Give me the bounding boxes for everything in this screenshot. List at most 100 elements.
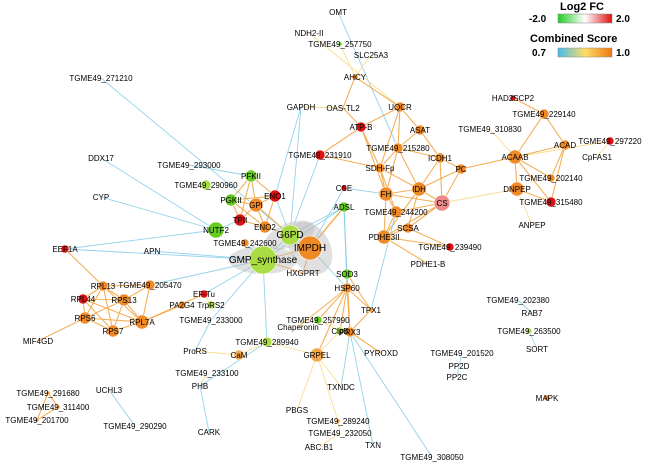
node-T202140[interactable] (546, 173, 556, 183)
node-RPL44[interactable] (77, 293, 89, 305)
node-T242600[interactable] (240, 238, 250, 248)
node-label-IDH: IDH (412, 185, 426, 194)
node-IMPDH[interactable] (297, 235, 323, 261)
node-label-SOD3: SOD3 (336, 270, 358, 279)
node-T205470[interactable] (144, 279, 156, 291)
node-label-T271210: TGME49_271210 (69, 74, 133, 83)
edge-GAPDH-G6PD (289, 106, 302, 236)
node-CaM[interactable] (233, 349, 245, 361)
edge-T271210-G6PD (100, 77, 291, 236)
node-ENO1[interactable] (268, 189, 282, 203)
edge-T291680-T311400 (47, 392, 59, 408)
edge-GMPS-ADSL (262, 206, 345, 261)
node-CS[interactable] (433, 194, 451, 212)
node-RPL13[interactable] (97, 280, 109, 292)
node-T229140[interactable] (538, 108, 550, 120)
node-label-ANPEP: ANPEP (518, 221, 545, 230)
node-label-ADSL: ADSL (334, 203, 355, 212)
node-SDHFp[interactable] (374, 162, 386, 174)
node-T257990[interactable] (313, 315, 323, 325)
edge-DDX17-NUTF2 (100, 157, 217, 231)
node-IDH[interactable] (411, 181, 427, 197)
node-AHCY[interactable] (351, 73, 359, 81)
node-PRX3[interactable] (344, 326, 356, 338)
node-label-SLC25A3: SLC25A3 (354, 51, 389, 60)
node-ACAAB[interactable] (507, 149, 523, 165)
node-label-G6PD: G6PD (276, 230, 303, 241)
node-ClpB[interactable] (335, 326, 345, 336)
node-label-ASAT: ASAT (410, 126, 430, 135)
node-T315480[interactable] (545, 196, 557, 208)
node-label-OMT: OMT (329, 8, 347, 17)
node-SOD3[interactable] (341, 268, 353, 280)
node-label-ACAD: ACAD (554, 141, 576, 150)
edge-GAPDH-OASTL2 (300, 106, 344, 109)
edge-GAPDH-ENO1 (274, 106, 302, 197)
node-NUTF2[interactable] (207, 221, 225, 239)
node-label-PHB: PHB (192, 382, 208, 391)
node-label-RPS7: RPS7 (103, 327, 124, 336)
node-DNPEP[interactable] (509, 181, 525, 197)
node-T239490[interactable] (445, 242, 455, 252)
node-CSE[interactable] (340, 184, 348, 192)
node-RPS7[interactable] (106, 324, 120, 338)
node-ADSL[interactable] (338, 201, 350, 213)
node-ICDH1[interactable] (434, 152, 446, 164)
node-T290960[interactable] (200, 179, 212, 191)
node-PFKII[interactable] (244, 169, 258, 183)
node-PC[interactable] (455, 163, 467, 175)
node-RPL7A[interactable] (134, 314, 150, 330)
edge-RPL44-RPL7A (82, 298, 143, 323)
edge-AHCY-OASTL2 (342, 76, 356, 109)
node-T297220[interactable] (605, 136, 615, 146)
node-G6PD[interactable] (279, 224, 301, 246)
node-T201700[interactable] (34, 417, 40, 423)
node-ENO2[interactable] (258, 220, 272, 234)
node-T289240[interactable] (335, 418, 341, 424)
node-T257750[interactable] (337, 41, 343, 47)
node-PGKII[interactable] (224, 193, 238, 207)
legend-log2fc: Log2 FC -2.0 2.0 (529, 1, 630, 25)
node-SCSA[interactable] (402, 222, 414, 234)
node-EFTu[interactable] (199, 289, 209, 299)
node-T289940[interactable] (261, 336, 273, 348)
node-UQCR[interactable] (394, 101, 406, 113)
node-GRPEL[interactable] (309, 347, 325, 363)
node-RPS13[interactable] (117, 293, 131, 307)
edge-MIF4GD-RPS6 (37, 317, 86, 342)
node-label-T244200: TGME49_244200 (364, 208, 428, 217)
node-T244200[interactable] (389, 205, 403, 219)
node-EEF1A[interactable] (60, 244, 70, 254)
node-TPX1[interactable] (367, 306, 375, 314)
node-T263500[interactable] (525, 327, 533, 335)
node-PA2G4[interactable] (177, 300, 187, 310)
node-TrpRS2[interactable] (206, 300, 216, 310)
node-GPI[interactable] (248, 197, 264, 213)
node-ACAD[interactable] (559, 139, 571, 151)
node-PDHE3II[interactable] (376, 229, 392, 245)
node-T311400[interactable] (55, 404, 61, 410)
node-T291680[interactable] (45, 390, 51, 396)
node-label-T311400: TGME49_311400 (27, 403, 90, 412)
node-FH[interactable] (378, 186, 394, 202)
edge-NDH2-UQCR (308, 32, 401, 108)
node-T215280[interactable] (392, 142, 404, 154)
node-GMPS[interactable] (248, 245, 278, 275)
node-HSP60[interactable] (341, 282, 353, 294)
node-RPS6[interactable] (78, 311, 92, 325)
node-label-FH: FH (381, 190, 392, 199)
node-ASAT[interactable] (414, 124, 426, 136)
legend-log2fc-max: 2.0 (616, 14, 630, 25)
node-TPII[interactable] (233, 213, 247, 227)
edge-ASAT-ICDH1 (419, 129, 441, 159)
edge-UQCR-ATPB (360, 106, 401, 128)
node-HAD2SCP2[interactable] (509, 94, 517, 102)
edge-T215280-IDH (397, 147, 420, 190)
node-label-SDHFp: SDH-Fp (366, 164, 395, 173)
node-ATPB[interactable] (355, 121, 367, 133)
node-T231910[interactable] (314, 149, 326, 161)
node-label-PC: PC (455, 165, 466, 174)
node-MAPK[interactable] (543, 394, 551, 402)
legend-score-title: Combined Score (530, 33, 617, 45)
